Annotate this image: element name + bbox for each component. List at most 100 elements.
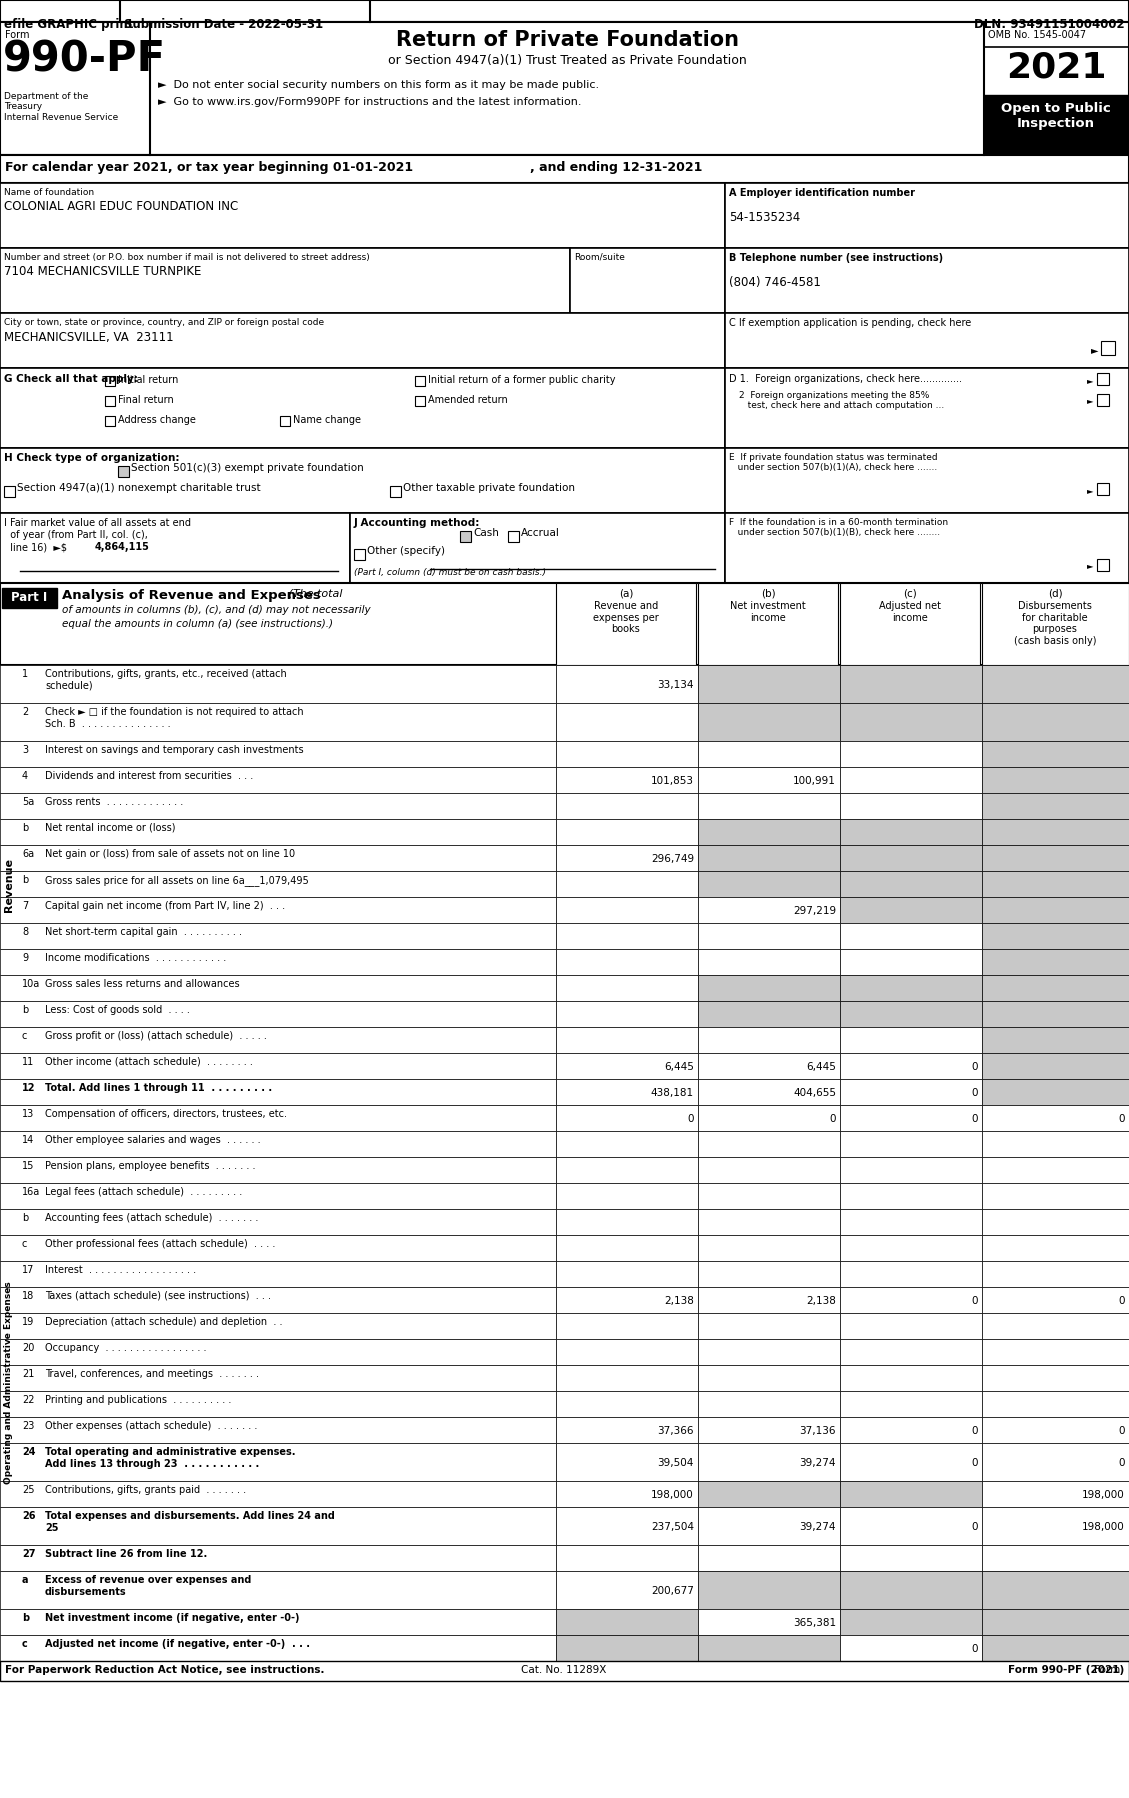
- Bar: [840, 1340, 982, 1365]
- Bar: [555, 975, 698, 1001]
- Text: 4: 4: [21, 771, 28, 780]
- Text: Name change: Name change: [294, 415, 361, 424]
- Bar: [555, 1079, 698, 1106]
- Text: Form 990-PF (2021): Form 990-PF (2021): [1008, 1665, 1124, 1676]
- Bar: [355, 548, 365, 559]
- Text: Compensation of officers, directors, trustees, etc.: Compensation of officers, directors, tru…: [45, 1109, 287, 1118]
- Bar: [840, 768, 982, 793]
- Text: Net gain or (loss) from sale of assets not on line 10: Net gain or (loss) from sale of assets n…: [45, 849, 295, 859]
- Text: For calendar year 2021, or tax year beginning 01-01-2021: For calendar year 2021, or tax year begi…: [5, 162, 413, 174]
- Text: Travel, conferences, and meetings  . . . . . . .: Travel, conferences, and meetings . . . …: [45, 1368, 259, 1379]
- Text: 37,136: 37,136: [799, 1426, 835, 1437]
- Bar: [0, 1634, 555, 1661]
- Text: Dividends and interest from securities  . . .: Dividends and interest from securities .…: [45, 771, 253, 780]
- Text: 13: 13: [21, 1109, 34, 1118]
- Bar: [982, 1417, 1129, 1444]
- Text: 198,000: 198,000: [1083, 1491, 1124, 1500]
- Bar: [698, 1106, 840, 1131]
- Bar: [725, 248, 1129, 313]
- Bar: [982, 1027, 1129, 1054]
- Bar: [698, 1131, 840, 1156]
- Text: H Check type of organization:: H Check type of organization:: [5, 453, 180, 464]
- Text: 23: 23: [21, 1420, 34, 1431]
- Bar: [982, 1235, 1129, 1260]
- Bar: [840, 1235, 982, 1260]
- Bar: [725, 512, 1129, 583]
- Bar: [840, 1106, 982, 1131]
- Bar: [982, 1208, 1129, 1235]
- Text: c: c: [21, 1239, 27, 1250]
- Bar: [555, 1392, 698, 1417]
- Bar: [555, 1001, 698, 1027]
- Bar: [840, 1571, 982, 1609]
- Bar: [555, 1634, 698, 1661]
- Text: 198,000: 198,000: [651, 1491, 694, 1500]
- Text: 37,366: 37,366: [657, 1426, 694, 1437]
- Bar: [982, 1507, 1129, 1544]
- Bar: [1097, 559, 1109, 572]
- Bar: [840, 949, 982, 975]
- Bar: [698, 1417, 840, 1444]
- Bar: [0, 448, 725, 512]
- Bar: [840, 897, 982, 922]
- Text: Net short-term capital gain  . . . . . . . . . .: Net short-term capital gain . . . . . . …: [45, 928, 242, 937]
- Bar: [982, 820, 1129, 845]
- Bar: [1097, 372, 1109, 385]
- Text: 9: 9: [21, 953, 28, 964]
- Text: 438,181: 438,181: [651, 1088, 694, 1099]
- Bar: [460, 530, 471, 541]
- Bar: [555, 870, 698, 897]
- Bar: [840, 1609, 982, 1634]
- Text: a: a: [21, 1575, 28, 1586]
- Bar: [555, 1054, 698, 1079]
- Text: Adjusted net
income: Adjusted net income: [879, 601, 940, 622]
- Text: Net investment income (if negative, enter -0-): Net investment income (if negative, ente…: [45, 1613, 299, 1624]
- Bar: [840, 741, 982, 768]
- Text: E  If private foundation status was terminated
   under section 507(b)(1)(A), ch: E If private foundation status was termi…: [729, 453, 937, 473]
- Bar: [840, 1444, 982, 1482]
- Text: 26: 26: [21, 1510, 35, 1521]
- Text: c: c: [21, 1640, 28, 1649]
- Bar: [0, 1183, 555, 1208]
- Text: Analysis of Revenue and Expenses: Analysis of Revenue and Expenses: [62, 590, 321, 602]
- Text: 4,864,115: 4,864,115: [95, 541, 150, 552]
- Bar: [698, 1260, 840, 1287]
- Bar: [0, 1054, 555, 1079]
- Bar: [0, 512, 350, 583]
- Bar: [982, 1365, 1129, 1392]
- Bar: [555, 922, 698, 949]
- Text: c: c: [21, 1030, 27, 1041]
- Bar: [840, 1156, 982, 1183]
- Text: 10a: 10a: [21, 978, 41, 989]
- Bar: [0, 665, 555, 703]
- Text: Adjusted net income (if negative, enter -0-)  . . .: Adjusted net income (if negative, enter …: [45, 1640, 310, 1649]
- Bar: [555, 1313, 698, 1340]
- Text: 20: 20: [21, 1343, 34, 1354]
- Text: 14: 14: [21, 1135, 34, 1145]
- Text: ►  Go to www.irs.gov/Form990PF for instructions and the latest information.: ► Go to www.irs.gov/Form990PF for instru…: [158, 97, 581, 108]
- Text: Gross sales less returns and allowances: Gross sales less returns and allowances: [45, 978, 239, 989]
- Bar: [0, 768, 555, 793]
- Text: Disbursements
for charitable
purposes
(cash basis only): Disbursements for charitable purposes (c…: [1014, 601, 1096, 645]
- Text: Cash: Cash: [473, 529, 499, 538]
- Bar: [698, 1365, 840, 1392]
- Bar: [555, 1365, 698, 1392]
- Text: ►: ►: [1087, 485, 1094, 494]
- Text: Total. Add lines 1 through 11  . . . . . . . . .: Total. Add lines 1 through 11 . . . . . …: [45, 1082, 272, 1093]
- Bar: [982, 897, 1129, 922]
- Bar: [698, 1482, 840, 1507]
- Bar: [105, 396, 115, 406]
- Bar: [0, 1156, 555, 1183]
- Bar: [840, 1054, 982, 1079]
- Text: Other professional fees (attach schedule)  . . . .: Other professional fees (attach schedule…: [45, 1239, 275, 1250]
- Text: G Check all that apply:: G Check all that apply:: [5, 374, 138, 385]
- Bar: [0, 1079, 555, 1106]
- Text: Return of Private Foundation: Return of Private Foundation: [395, 31, 738, 50]
- Bar: [119, 466, 129, 476]
- Bar: [840, 870, 982, 897]
- Text: F  If the foundation is in a 60-month termination
   under section 507(b)(1)(B),: F If the foundation is in a 60-month ter…: [729, 518, 948, 538]
- Bar: [982, 1183, 1129, 1208]
- Text: Printing and publications  . . . . . . . . . .: Printing and publications . . . . . . . …: [45, 1395, 231, 1404]
- Bar: [555, 1444, 698, 1482]
- Bar: [698, 1444, 840, 1482]
